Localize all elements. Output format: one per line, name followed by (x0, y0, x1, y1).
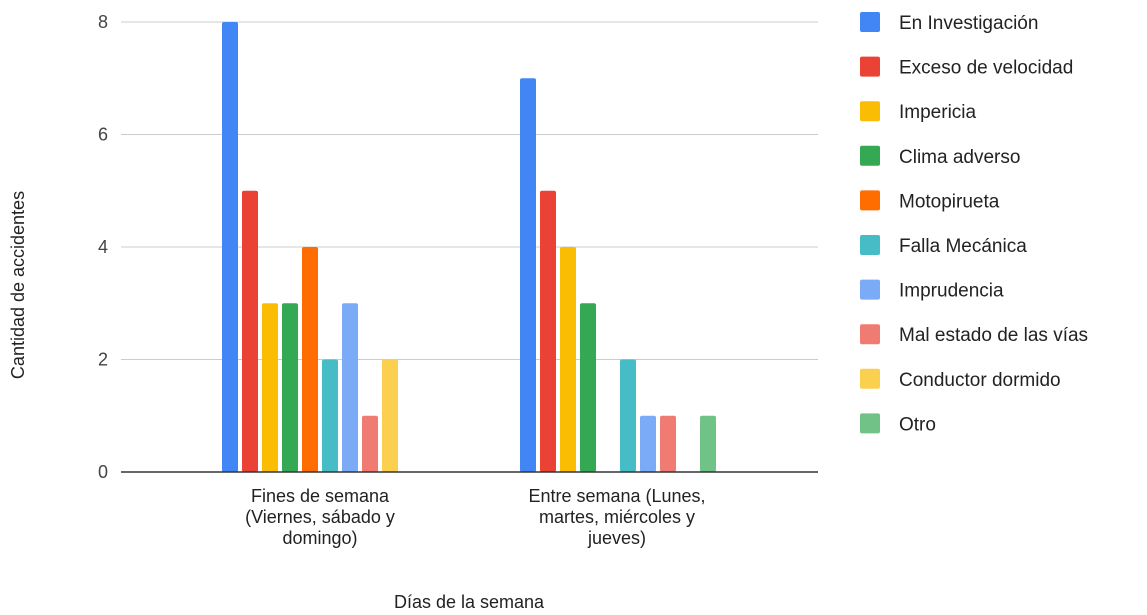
bar (660, 415, 676, 472)
legend-swatch (860, 56, 880, 77)
y-tick-label: 2 (98, 350, 108, 370)
legend-label: Falla Mecánica (899, 236, 1027, 257)
legend-swatch (860, 145, 880, 166)
legend-label: Otro (899, 414, 936, 435)
bar (362, 415, 378, 472)
bar (262, 303, 278, 472)
bar (322, 359, 338, 472)
bar (700, 415, 716, 472)
legend-label: Impericia (899, 102, 977, 123)
x-category-label: Entre semana (Lunes, (528, 486, 705, 506)
x-category-labels: Fines de semana(Viernes, sábado ydomingo… (245, 486, 705, 548)
bar (620, 359, 636, 472)
bar (520, 78, 536, 472)
legend-label: Mal estado de las vías (899, 325, 1088, 346)
x-category-label: (Viernes, sábado y (245, 507, 395, 527)
legend-swatch (860, 101, 880, 122)
x-category-label: domingo) (282, 528, 357, 548)
bar (342, 303, 358, 472)
legend-label: Exceso de velocidad (899, 58, 1073, 79)
x-category-label: Fines de semana (251, 486, 390, 506)
bar (540, 190, 556, 472)
legend-swatch (860, 190, 880, 211)
legend-label: Motopirueta (899, 191, 1000, 212)
y-axis-title: Cantidad de accidentes (8, 191, 28, 379)
legend-swatch (860, 413, 880, 434)
y-tick-label: 0 (98, 462, 108, 482)
legend-label: Clima adverso (899, 147, 1020, 168)
legend-label: Imprudencia (899, 281, 1004, 302)
legend-swatch (860, 235, 880, 255)
bar (242, 190, 258, 472)
legend-label: En Investigación (899, 13, 1038, 34)
x-axis-title: Días de la semana (394, 592, 545, 612)
legend: En Investigación Exceso de velocidad Imper… (860, 12, 1088, 435)
bar (222, 22, 238, 472)
legend-swatch (860, 368, 880, 389)
legend-label: Conductor dormido (899, 370, 1061, 391)
bar (640, 415, 656, 472)
legend-swatch (860, 324, 880, 345)
y-tick-label: 4 (98, 237, 108, 257)
legend-swatch (860, 12, 880, 32)
y-tick-label: 6 (98, 125, 108, 145)
bar (580, 303, 596, 472)
bar (382, 359, 398, 472)
legend-swatch (860, 279, 880, 300)
bar (560, 247, 576, 472)
y-tick-labels: 0 2 4 6 8 (98, 12, 108, 482)
x-category-label: martes, miércoles y (539, 507, 695, 527)
y-tick-label: 8 (98, 12, 108, 32)
bar (302, 247, 318, 472)
bars (222, 22, 716, 472)
x-category-label: jueves) (587, 528, 646, 548)
bar (282, 303, 298, 472)
